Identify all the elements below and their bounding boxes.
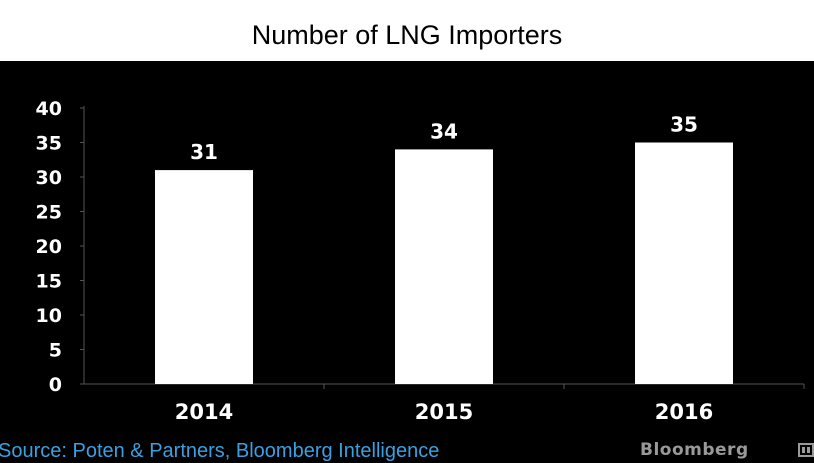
- data-label-2014: 31: [190, 140, 218, 164]
- chart-title: Number of LNG Importers: [251, 20, 563, 50]
- y-tick-label: 30: [36, 167, 62, 189]
- terminal-icon: [798, 443, 814, 457]
- data-label-2016: 35: [670, 113, 698, 137]
- y-tick-label: 40: [36, 98, 62, 120]
- bloomberg-logo: Bloomberg: [640, 440, 749, 460]
- source-note: Source: Poten & Partners, Bloomberg Inte…: [0, 440, 440, 462]
- bar-2016: [635, 142, 733, 384]
- x-tick-label-2015: 2015: [415, 400, 473, 424]
- data-label-2015: 34: [430, 119, 458, 143]
- x-tick-label-2016: 2016: [655, 400, 713, 424]
- y-tick-label: 0: [49, 374, 62, 396]
- y-tick-label: 25: [36, 202, 62, 224]
- title-band: Number of LNG Importers: [0, 0, 814, 61]
- bar-2014: [155, 170, 253, 384]
- x-tick-label-2014: 2014: [175, 400, 233, 424]
- y-tick-label: 35: [36, 133, 62, 155]
- bar-2015: [395, 149, 493, 384]
- y-tick-label: 15: [36, 271, 62, 293]
- y-tick-label: 5: [49, 340, 62, 362]
- y-tick-label: 20: [36, 236, 62, 258]
- y-tick-label: 10: [36, 305, 62, 327]
